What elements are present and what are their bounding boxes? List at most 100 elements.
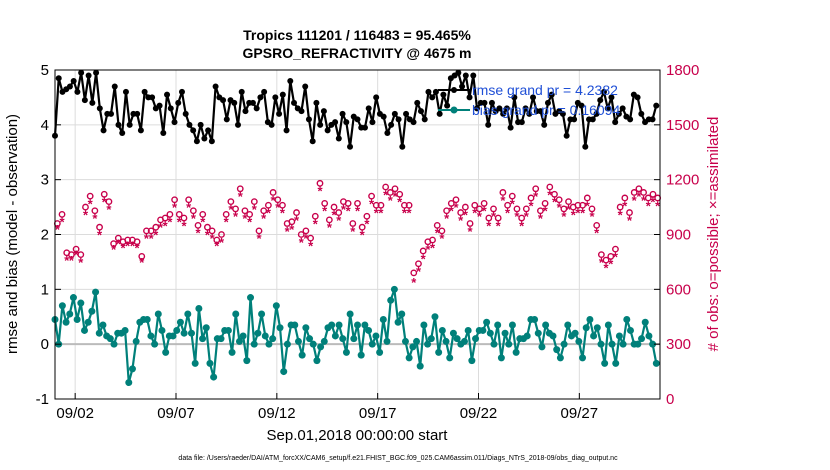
obs-possible-point: [410, 269, 418, 277]
obs-assimilated-point: *: [608, 257, 614, 272]
rmse-point: [380, 113, 387, 120]
obs-possible-point: [189, 207, 197, 215]
rmse-point: [488, 99, 495, 106]
y-tick-label-right: 1800: [666, 62, 699, 79]
rmse-point: [93, 69, 100, 76]
rmse-point: [459, 83, 466, 90]
obs-assimilated-point: *: [374, 206, 380, 221]
bias-point: [106, 335, 114, 343]
obs-assimilated-point: *: [392, 189, 398, 204]
bias-point: [490, 340, 498, 348]
obs-possible-point: [396, 190, 404, 198]
y-tick-label-left: 3: [41, 172, 49, 189]
bias-point: [505, 340, 513, 348]
rmse-point: [369, 119, 376, 126]
rmse-point: [373, 94, 380, 101]
obs-assimilated-point: *: [149, 231, 155, 246]
bias-point: [531, 315, 539, 323]
rmse-point: [268, 121, 275, 128]
y-tick-label-left: -1: [36, 391, 49, 408]
bias-point: [446, 354, 454, 362]
bias-point: [169, 332, 177, 340]
obs-assimilated-point: *: [402, 206, 408, 221]
obs-possible-point: [147, 227, 155, 235]
obs-possible-point: [457, 209, 465, 216]
obs-assimilated-point: *: [388, 193, 394, 208]
bias-point: [151, 340, 159, 348]
x-tick-label: 09/17: [359, 405, 397, 422]
obs-possible-point: [86, 192, 94, 200]
bias-point: [497, 354, 505, 362]
obs-possible-point: [218, 231, 225, 238]
rmse-point: [440, 91, 447, 98]
bias-point: [523, 332, 531, 340]
obs-assimilated-point: *: [407, 206, 413, 221]
obs-possible-point: [227, 198, 235, 206]
bias-point: [361, 321, 369, 329]
bias-point: [379, 315, 387, 323]
obs-assimilated-point: *: [266, 206, 272, 221]
bias-point: [187, 329, 195, 337]
y-tick-label-left: 4: [41, 117, 49, 134]
obs-possible-point: [626, 209, 633, 216]
obs-assimilated-point: *: [444, 211, 450, 226]
obs-assimilated-point: *: [322, 204, 328, 219]
obs-assimilated-point: *: [163, 218, 169, 233]
rmse-point: [234, 121, 241, 128]
rmse-point: [55, 75, 62, 82]
bias-point: [328, 321, 336, 329]
bias-point: [206, 359, 214, 367]
obs-possible-point: [518, 214, 526, 222]
x-axis-label: Sep.01,2018 00:00:00 start: [267, 427, 449, 444]
bias-point: [162, 348, 170, 356]
obs-assimilated-point: *: [116, 237, 122, 252]
rmse-point: [526, 110, 533, 117]
bias-point: [81, 326, 89, 334]
bias-point: [542, 321, 550, 329]
bias-point: [247, 294, 255, 302]
bias-point: [453, 335, 461, 343]
bias-point: [468, 357, 476, 365]
rmse-point: [425, 88, 432, 95]
obs-assimilated-point: *: [425, 242, 431, 257]
obs-possible-point: [391, 185, 399, 193]
rmse-point: [608, 94, 615, 101]
obs-assimilated-point: *: [308, 238, 314, 253]
obs-assimilated-point: *: [186, 200, 192, 215]
obs-assimilated-point: *: [510, 196, 516, 211]
rmse-point: [384, 130, 391, 137]
obs-possible-point: [635, 185, 643, 193]
obs-possible-point: [344, 200, 352, 207]
obs-assimilated-point: *: [130, 238, 136, 253]
obs-possible-point: [513, 205, 521, 213]
rmse-point: [432, 88, 439, 95]
rmse-point: [190, 127, 197, 134]
obs-possible-point: [236, 185, 244, 193]
chart-subtitle: GPSRO_REFRACTIVITY @ 4675 m: [243, 45, 472, 61]
rmse-point: [115, 121, 122, 128]
y-axis-label-right: # of obs: o=possible; ×=assimilated: [705, 117, 722, 352]
obs-assimilated-point: *: [453, 200, 459, 215]
chart-title: Tropics 111201 / 116483 = 95.465%: [243, 27, 471, 43]
rmse-point: [208, 138, 215, 145]
bias-point: [346, 310, 354, 318]
obs-possible-point: [541, 200, 549, 207]
obs-assimilated-point: *: [482, 204, 488, 219]
rmse-point: [481, 99, 488, 106]
rmse-point: [649, 116, 656, 123]
rmse-point: [231, 99, 238, 106]
bias-point: [442, 337, 450, 345]
rmse-point: [156, 102, 163, 109]
obs-possible-point: [185, 196, 193, 204]
obs-assimilated-point: *: [97, 228, 103, 243]
obs-assimilated-point: *: [585, 198, 591, 213]
obs-possible-point: [82, 203, 89, 211]
rmse-series: [52, 69, 660, 150]
obs-assimilated-point: *: [210, 231, 216, 246]
rmse-point: [500, 110, 507, 117]
rmse-point: [436, 110, 443, 117]
rmse-point: [201, 135, 208, 142]
obs-possible-point: [504, 201, 511, 209]
bias-point: [58, 302, 66, 310]
bias-point: [298, 351, 306, 359]
